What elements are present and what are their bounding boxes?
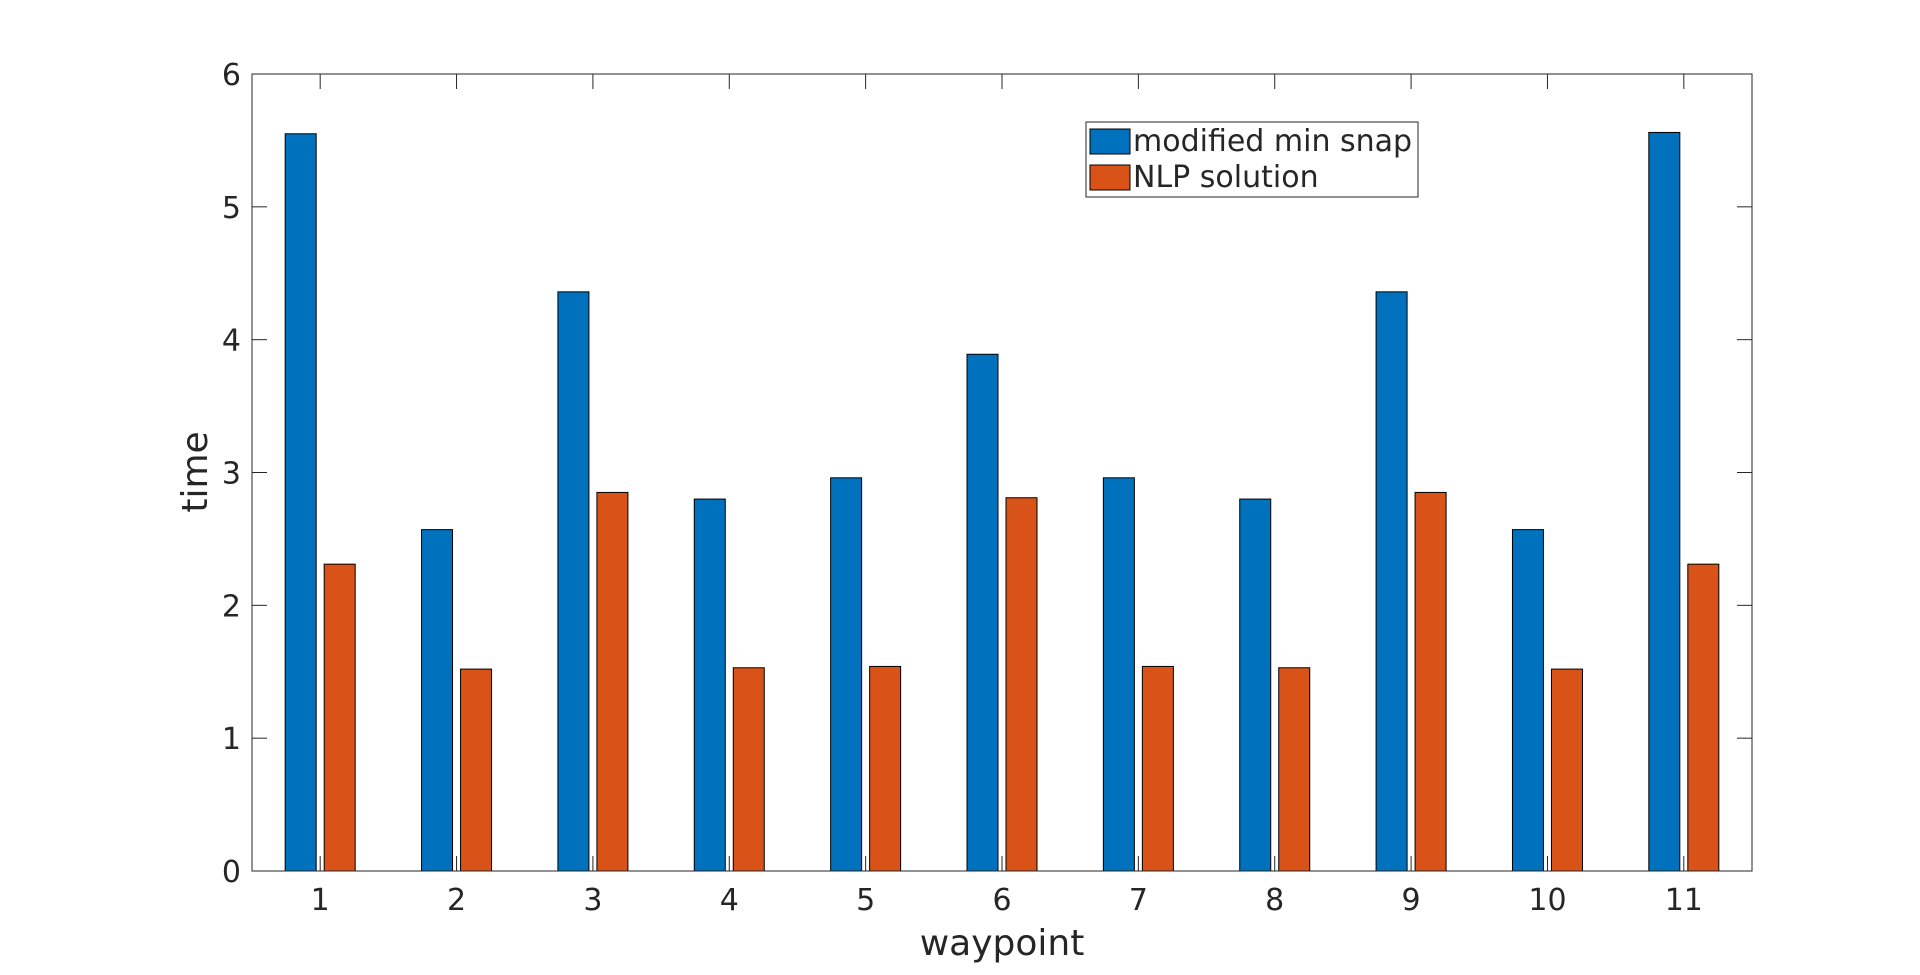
bar-modified-min-snap-11 [1648, 131, 1681, 872]
x-tick-label: 6 [992, 883, 1011, 918]
y-tick-label: 3 [222, 457, 241, 492]
legend-swatch-nlp-solution [1089, 164, 1131, 191]
y-tick-label: 6 [222, 58, 241, 93]
x-tick-label: 11 [1665, 883, 1703, 918]
legend-swatch-modified-min-snap [1089, 128, 1131, 155]
y-tick-label: 0 [222, 855, 241, 890]
x-tick-label: 2 [447, 883, 466, 918]
bar-modified-min-snap-10 [1511, 529, 1544, 872]
y-axis-label: time [175, 431, 216, 512]
x-axis-ticks: 1 2 3 4 5 6 7 8 9 10 11 [311, 74, 1703, 918]
bar-nlp-solution-8 [1278, 667, 1311, 872]
x-tick-label: 4 [720, 883, 739, 918]
y-tick-label: 5 [222, 191, 241, 226]
legend-label-nlp-solution: NLP solution [1133, 160, 1319, 195]
bar-nlp-solution-5 [869, 665, 902, 872]
y-axis-ticks: 0 1 2 3 4 5 6 [222, 58, 1752, 890]
x-tick-label: 3 [583, 883, 602, 918]
x-tick-label: 5 [856, 883, 875, 918]
bar-nlp-solution-6 [1005, 497, 1038, 872]
bar-modified-min-snap-4 [693, 498, 726, 872]
legend: modified min snap NLP solution [1085, 121, 1419, 198]
x-tick-label: 10 [1528, 883, 1566, 918]
bars-layer [284, 131, 1720, 872]
bar-modified-min-snap-6 [966, 353, 999, 872]
x-axis-label: waypoint [920, 923, 1085, 964]
bar-nlp-solution-7 [1141, 665, 1174, 872]
bar-nlp-solution-2 [460, 668, 493, 872]
plot-area-background [252, 74, 1752, 871]
y-tick-label: 1 [222, 722, 241, 757]
bar-modified-min-snap-9 [1375, 291, 1408, 872]
legend-box [1085, 121, 1419, 198]
bar-modified-min-snap-1 [284, 133, 317, 872]
bar-modified-min-snap-5 [830, 477, 863, 872]
bar-modified-min-snap-3 [557, 291, 590, 872]
legend-label-modified-min-snap: modified min snap [1133, 124, 1412, 159]
bar-modified-min-snap-7 [1102, 477, 1135, 872]
bar-nlp-solution-4 [732, 667, 765, 872]
bar-modified-min-snap-2 [421, 529, 454, 872]
bar-nlp-solution-1 [323, 563, 356, 872]
x-tick-label: 1 [311, 883, 330, 918]
bar-nlp-solution-10 [1550, 668, 1583, 872]
x-tick-label: 7 [1129, 883, 1148, 918]
x-tick-label: 9 [1402, 883, 1421, 918]
y-tick-label: 4 [222, 324, 241, 359]
plot-area-frame [251, 73, 1753, 872]
bar-modified-min-snap-8 [1239, 498, 1272, 872]
x-tick-label: 8 [1265, 883, 1284, 918]
y-tick-label: 2 [222, 589, 241, 624]
bar-nlp-solution-9 [1414, 491, 1447, 872]
bar-nlp-solution-3 [596, 491, 629, 872]
bar-nlp-solution-11 [1687, 563, 1720, 872]
